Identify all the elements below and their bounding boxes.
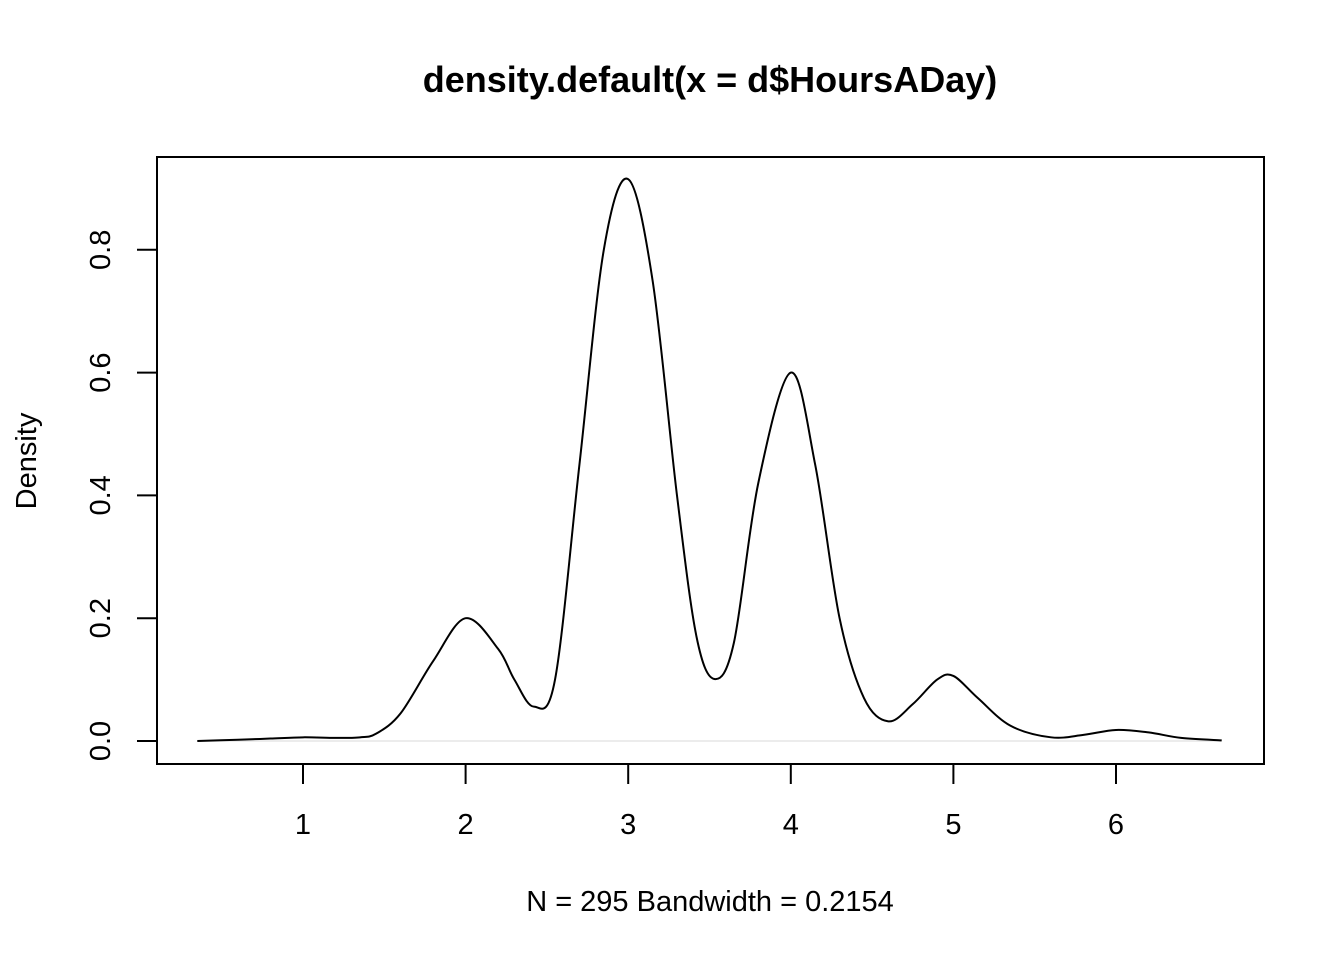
chart-title: density.default(x = d$HoursADay)	[423, 59, 997, 100]
x-tick-label: 6	[1108, 809, 1124, 841]
plot-frame	[156, 156, 1265, 765]
x-tick-label: 1	[295, 809, 311, 841]
x-axis-label: N = 295 Bandwidth = 0.2154	[526, 886, 894, 918]
y-tick-label: 0.2	[85, 598, 117, 638]
y-tick-label: 0.0	[85, 721, 117, 761]
y-tick-label: 0.8	[85, 230, 117, 270]
y-tick-label: 0.6	[85, 352, 117, 392]
x-tick-label: 2	[458, 809, 474, 841]
y-tick-label: 0.4	[85, 475, 117, 515]
density-curve	[197, 177, 1222, 742]
x-tick-label: 3	[620, 809, 636, 841]
x-tick-label: 5	[945, 809, 961, 841]
y-axis: 0.0 0.2 0.4 0.6 0.8	[85, 230, 158, 761]
y-axis-label: Density	[11, 412, 43, 509]
x-axis: 1 2 3 4 5 6	[295, 763, 1124, 841]
x-tick-label: 4	[783, 809, 799, 841]
